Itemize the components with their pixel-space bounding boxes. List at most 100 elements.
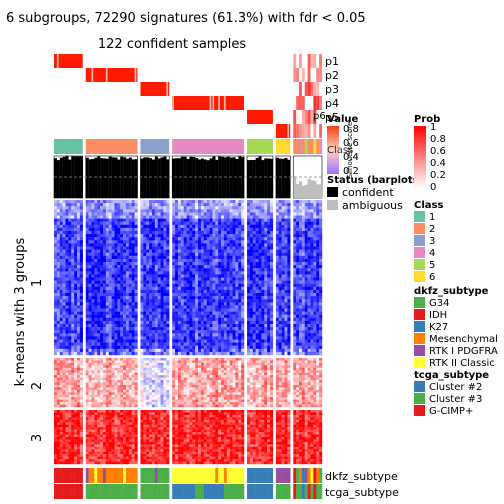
heatmap-cell bbox=[247, 293, 251, 297]
heatmap-cell bbox=[212, 283, 216, 287]
heatmap-cell bbox=[59, 345, 63, 349]
heatmap-cell bbox=[293, 345, 297, 349]
heatmap-cell bbox=[59, 320, 63, 325]
heatmap-cell bbox=[218, 246, 222, 250]
heatmap-cell bbox=[221, 336, 225, 340]
heatmap-cell bbox=[59, 375, 63, 378]
heatmap-cell bbox=[149, 302, 153, 306]
heatmap-cell bbox=[102, 203, 107, 207]
heatmap-cell bbox=[125, 345, 130, 349]
heatmap-cell bbox=[172, 252, 176, 256]
heatmap-cell bbox=[238, 224, 242, 229]
heatmap-cell bbox=[261, 209, 265, 213]
heatmap-cell bbox=[316, 243, 320, 247]
heatmap-cell bbox=[65, 333, 69, 337]
heatmap-cell bbox=[189, 305, 193, 309]
heatmap-cell bbox=[163, 234, 167, 238]
heatmap-cell bbox=[293, 221, 297, 225]
heatmap-cell bbox=[163, 286, 167, 291]
heatmap-cell bbox=[79, 280, 83, 284]
heatmap-cell bbox=[319, 339, 323, 343]
heatmap-cell bbox=[71, 342, 75, 346]
heatmap-cell bbox=[180, 271, 184, 275]
heatmap-cell bbox=[108, 218, 112, 222]
heatmap-cell bbox=[175, 305, 179, 309]
heatmap-cell bbox=[247, 271, 251, 275]
heatmap-cell bbox=[238, 351, 242, 356]
heatmap-cell bbox=[74, 327, 78, 331]
heatmap-cell bbox=[177, 265, 182, 269]
heatmap-cell bbox=[278, 342, 282, 346]
heatmap-cell bbox=[79, 372, 83, 376]
heatmap-cell bbox=[71, 377, 75, 381]
heatmap-cell bbox=[117, 375, 121, 378]
heatmap-cell bbox=[102, 358, 107, 361]
heatmap-cell bbox=[120, 286, 124, 291]
heatmap-cell bbox=[140, 206, 144, 210]
heatmap-cell bbox=[218, 224, 222, 229]
heatmap-cell bbox=[319, 212, 323, 216]
heatmap-cell bbox=[186, 262, 190, 266]
heatmap-cell bbox=[154, 218, 158, 222]
heatmap-cell bbox=[85, 209, 89, 213]
heatmap-cell bbox=[54, 289, 58, 294]
heatmap-cell bbox=[252, 243, 256, 247]
heatmap-cell bbox=[215, 237, 219, 241]
heatmap-cell bbox=[59, 246, 63, 250]
heatmap-cell bbox=[97, 206, 101, 210]
heatmap-cell bbox=[313, 252, 317, 256]
heatmap-cell bbox=[143, 265, 147, 269]
heatmap-cell bbox=[114, 203, 118, 207]
membership-label-p3: p3 bbox=[325, 83, 339, 96]
heatmap-cell bbox=[143, 296, 147, 300]
heatmap-cell bbox=[54, 360, 58, 364]
heatmap-cell bbox=[229, 243, 233, 247]
heatmap-cell bbox=[287, 324, 291, 328]
heatmap-cell bbox=[200, 289, 205, 294]
heatmap-cell bbox=[218, 336, 222, 340]
heatmap-cell bbox=[108, 293, 112, 297]
heatmap-cell bbox=[97, 255, 101, 260]
heatmap-cell bbox=[97, 234, 101, 238]
heatmap-cell bbox=[278, 351, 282, 356]
heatmap-cell bbox=[299, 237, 303, 241]
heatmap-cell bbox=[299, 246, 303, 250]
heatmap-cell bbox=[203, 311, 207, 315]
heatmap-cell bbox=[258, 218, 262, 222]
heatmap-cell bbox=[304, 234, 308, 238]
heatmap-cell bbox=[151, 221, 156, 225]
heatmap-cell bbox=[275, 240, 279, 244]
heatmap-cell bbox=[249, 237, 253, 241]
heatmap-cell bbox=[296, 351, 300, 356]
heatmap-cell bbox=[62, 293, 66, 297]
heatmap-cell bbox=[140, 342, 144, 346]
heatmap-cell bbox=[151, 203, 156, 207]
heatmap-cell bbox=[91, 377, 95, 381]
heatmap-cell bbox=[261, 203, 265, 207]
heatmap-cell bbox=[226, 324, 230, 328]
heatmap-cell bbox=[310, 274, 314, 278]
heatmap-cell bbox=[97, 302, 101, 306]
heatmap-cell bbox=[319, 262, 323, 266]
heatmap-cell bbox=[91, 262, 95, 266]
heatmap-cell bbox=[157, 200, 161, 204]
heatmap-cell bbox=[102, 249, 107, 253]
heatmap-cell bbox=[255, 333, 259, 337]
heatmap-cell bbox=[261, 255, 265, 260]
heatmap-cell bbox=[281, 317, 285, 322]
heatmap-cell bbox=[74, 237, 78, 241]
heatmap-cell bbox=[108, 367, 112, 371]
heatmap-cell bbox=[252, 265, 256, 269]
heatmap-cell bbox=[232, 336, 236, 340]
heatmap-cell bbox=[264, 246, 268, 250]
heatmap-cell bbox=[278, 231, 282, 235]
heatmap-cell bbox=[316, 224, 320, 229]
heatmap-cell bbox=[68, 206, 72, 210]
heatmap-cell bbox=[160, 348, 164, 353]
heatmap-cell bbox=[125, 280, 130, 284]
heatmap-cell bbox=[54, 342, 58, 346]
heatmap-cell bbox=[94, 212, 98, 216]
heatmap-cell bbox=[261, 212, 265, 216]
membership-cell bbox=[54, 110, 83, 124]
heatmap-cell bbox=[163, 200, 167, 204]
